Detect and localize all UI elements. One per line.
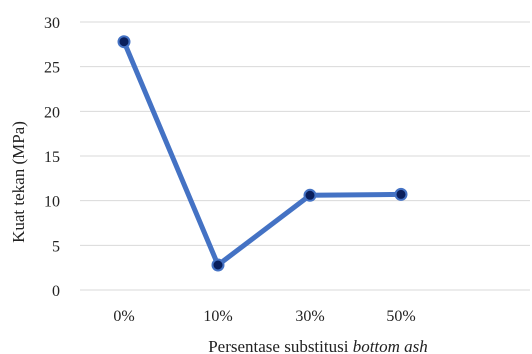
y-tick-label-10: 10 xyxy=(44,194,60,211)
y-axis-tick-labels: 0 5 10 15 20 25 30 xyxy=(44,15,60,300)
y-axis-title: Kuat tekan (MPa) xyxy=(9,121,28,243)
series-line-1 xyxy=(121,39,404,268)
gridlines xyxy=(80,21,530,291)
x-tick-label-2: 10% xyxy=(203,308,232,325)
x-axis-title-italic: bottom ash xyxy=(353,337,428,354)
data-point-2 xyxy=(211,258,225,272)
x-tick-label-1: 0% xyxy=(113,308,134,325)
y-tick-label-0: 0 xyxy=(52,283,60,300)
data-point-1 xyxy=(117,35,131,49)
data-point-3 xyxy=(303,188,317,202)
y-tick-label-25: 25 xyxy=(44,60,60,77)
x-tick-label-3: 30% xyxy=(295,308,324,325)
y-tick-label-5: 5 xyxy=(52,238,60,255)
y-tick-label-30: 30 xyxy=(44,15,60,32)
series-group xyxy=(117,35,408,272)
x-axis-title: Persentase substitusi bottom ash xyxy=(208,337,428,354)
y-tick-label-15: 15 xyxy=(44,149,60,166)
x-axis-tick-labels: 0% 10% 30% 50% xyxy=(113,308,415,325)
data-point-4 xyxy=(394,187,408,201)
y-tick-label-20: 20 xyxy=(44,104,60,121)
x-axis-title-text: Persentase substitusi xyxy=(208,337,353,354)
x-tick-label-4: 50% xyxy=(386,308,415,325)
